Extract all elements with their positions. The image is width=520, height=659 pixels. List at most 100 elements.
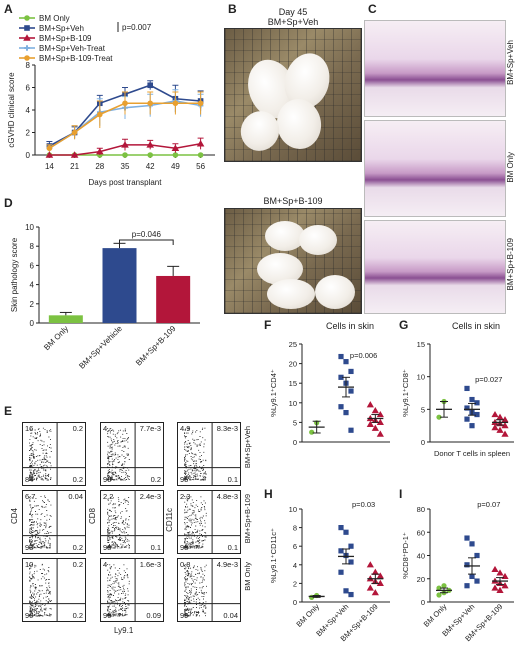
legend-label-4: BM+Sp+B-109-Treat xyxy=(39,54,113,63)
flow-quadrant-bl: 93 xyxy=(25,543,34,552)
flow-plot: 4 1.6e-3 96 0.09 xyxy=(100,558,164,622)
panel-label-a: A xyxy=(4,2,13,16)
data-point xyxy=(172,100,179,107)
data-point xyxy=(197,152,204,158)
flow-quadrant-tr: 0.2 xyxy=(72,424,83,433)
y-tick-label: 6 xyxy=(293,542,297,551)
y-tick-label: 8 xyxy=(26,61,31,70)
y-tick-label: 10 xyxy=(417,373,425,382)
data-point xyxy=(469,423,475,429)
y-tick-label: 4 xyxy=(26,106,31,115)
flow-quadrant-br: 0.1 xyxy=(227,543,238,552)
flow-quadrant-tl: 10 xyxy=(25,560,34,569)
legend-marker-4 xyxy=(24,55,30,61)
data-point xyxy=(496,413,504,420)
y-tick-label: 6 xyxy=(26,84,31,93)
data-point xyxy=(96,147,104,155)
flow-quadrant-bl: 84 xyxy=(25,475,34,484)
data-point xyxy=(71,129,78,136)
data-point xyxy=(366,584,374,591)
legend-marker-2 xyxy=(23,34,31,41)
flow-events xyxy=(184,495,207,549)
x-tick-label: 21 xyxy=(70,162,79,171)
data-point xyxy=(338,548,344,554)
p-value-label: p=0.006 xyxy=(350,351,377,360)
y-tick-label: 15 xyxy=(289,379,297,388)
y-axis-label: cGVHD clinical score xyxy=(7,72,16,148)
flow-quadrant-tl: 4 xyxy=(103,424,108,433)
x-tick-label: 42 xyxy=(146,162,155,171)
flow-row-label-0: BM+Sp+Veh xyxy=(243,426,252,469)
y-tick-label: 4 xyxy=(293,561,297,570)
data-point xyxy=(436,585,442,591)
data-point xyxy=(343,410,349,416)
flow-events xyxy=(107,563,130,617)
data-point xyxy=(496,586,504,593)
legend-label-3: BM+Sp+Veh-Treat xyxy=(39,44,106,53)
panel-label-h: H xyxy=(264,487,273,501)
y-tick-label: 2 xyxy=(30,300,35,309)
flow-gate-lines xyxy=(23,491,85,553)
flow-quadrant-bl: 96 xyxy=(103,475,112,484)
flow-gate-lines xyxy=(101,559,163,621)
flow-events xyxy=(184,564,207,617)
flow-gate-lines xyxy=(178,491,240,553)
flow-dots xyxy=(23,559,85,621)
histology-b109 xyxy=(364,220,506,314)
y-tick-label: 10 xyxy=(289,505,297,514)
flow-quadrant-bl: 95 xyxy=(180,475,189,484)
panel-label-e: E xyxy=(4,404,13,418)
data-point xyxy=(464,405,470,411)
x-axis-label: Days post transplant xyxy=(89,178,163,187)
legend-marker-1 xyxy=(24,25,30,31)
histology-veh xyxy=(364,20,506,117)
flow-dots xyxy=(178,559,240,621)
flow-quadrant-tl: 2.3 xyxy=(180,492,191,501)
flow-row-label-1: BM+Sp+B-109 xyxy=(243,494,252,544)
category-label-0: BM Only xyxy=(422,602,449,629)
data-point xyxy=(371,589,379,596)
y-axis-label: Skin pathology score xyxy=(10,237,19,312)
photo-top-day-label: Day 45 xyxy=(278,7,308,17)
data-point xyxy=(121,141,129,148)
flow-quadrant-tl: 2.2 xyxy=(103,492,114,501)
panel-label-f: F xyxy=(264,318,272,332)
data-point xyxy=(348,559,354,565)
data-point xyxy=(501,416,509,423)
flow-axis-label-2: CD11c xyxy=(165,508,174,532)
data-point xyxy=(464,416,470,422)
data-point xyxy=(474,578,480,584)
flow-dots xyxy=(178,491,240,553)
data-point xyxy=(366,401,374,408)
data-point xyxy=(348,388,354,394)
flow-events xyxy=(107,427,130,481)
data-point xyxy=(376,572,384,579)
y-tick-label: 8 xyxy=(293,524,297,533)
photo-bottom-label: BM+Sp+B-109 xyxy=(263,196,323,206)
flow-x-axis-label: Ly9.1 xyxy=(114,626,134,635)
flow-dots xyxy=(101,559,163,621)
flow-plot: 10 0.2 90 0.2 xyxy=(22,558,86,622)
y-axis-label: %Ly9.1⁺CD4⁺ xyxy=(269,369,278,417)
flow-quadrant-tl: 0.8 xyxy=(180,560,191,569)
data-point xyxy=(338,404,344,410)
data-point xyxy=(338,569,344,575)
flow-quadrant-tr: 0.2 xyxy=(72,560,83,569)
histology-label-bm-only: BM Only xyxy=(506,152,515,183)
flow-quadrant-tl: 4 xyxy=(103,560,108,569)
data-point xyxy=(474,400,480,406)
significance-bracket xyxy=(119,239,174,245)
data-point xyxy=(474,411,480,418)
data-point xyxy=(147,152,153,158)
data-point xyxy=(376,410,384,418)
flow-dots xyxy=(101,423,163,485)
legend-marker-3 xyxy=(24,45,30,51)
flow-axis-label-0: CD4 xyxy=(10,508,19,525)
data-point xyxy=(46,145,53,152)
y-tick-label: 0 xyxy=(293,438,297,447)
data-point xyxy=(474,552,480,559)
flow-cytometry-grid: 16 0.2 84 0.2 4 7.7e-3 96 0.2 4.9 8.3e-3 95 0.1 6.7 0… xyxy=(0,410,262,659)
data-point xyxy=(196,139,205,147)
data-point xyxy=(491,565,499,573)
data-point xyxy=(348,368,354,375)
